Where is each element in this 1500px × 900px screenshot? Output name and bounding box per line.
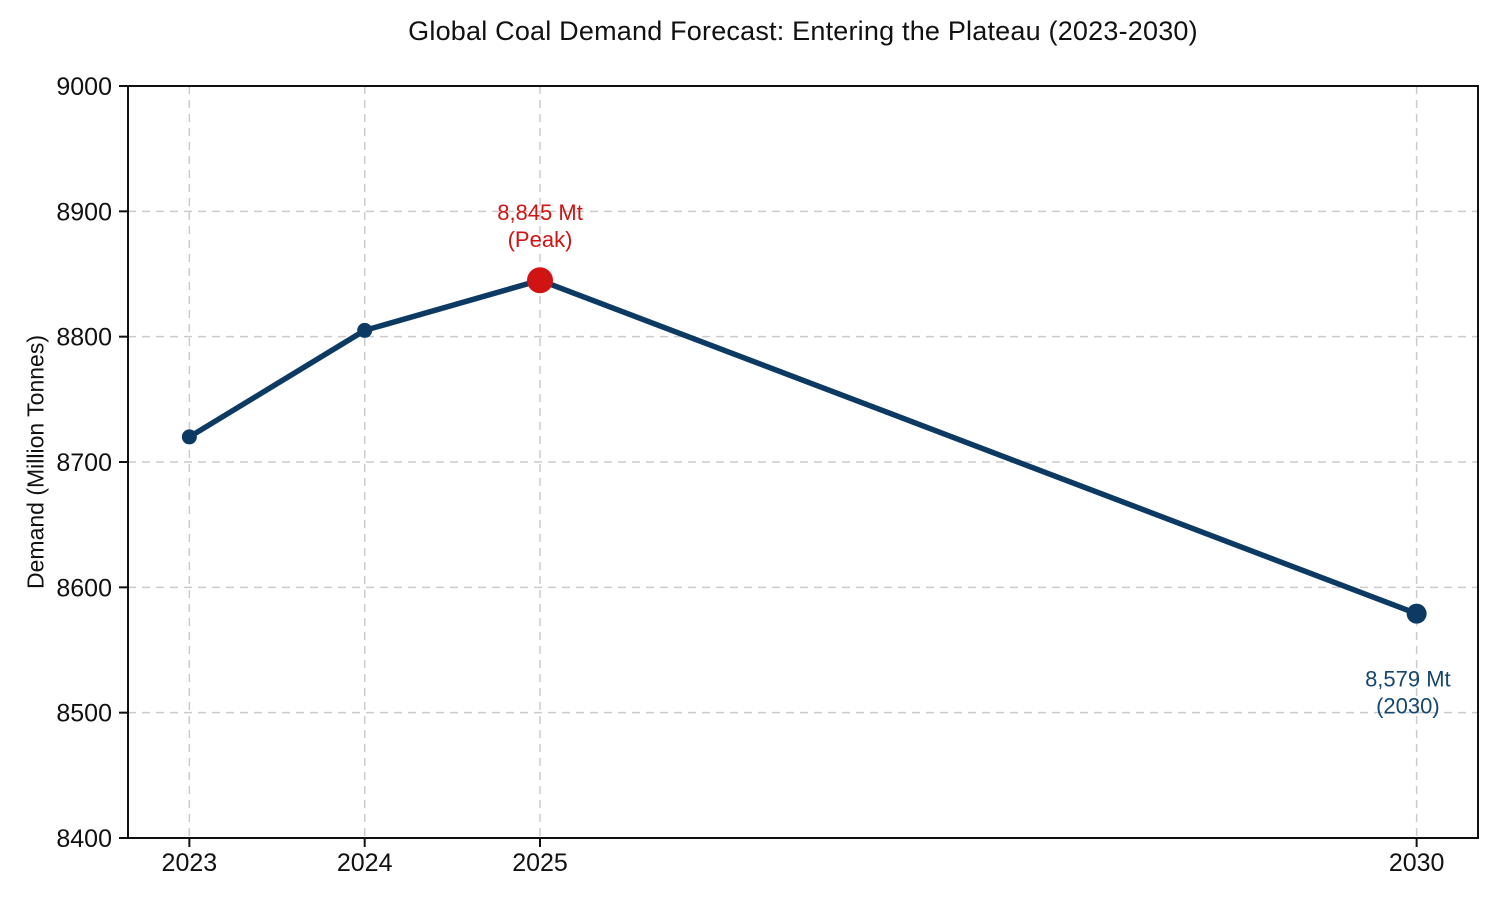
- data-point-2023: [181, 429, 197, 445]
- y-tick-label: 8900: [56, 198, 112, 226]
- y-tick-label: 8400: [56, 825, 112, 853]
- demand-line: [186, 277, 1420, 617]
- x-tick-label: 2023: [162, 849, 218, 877]
- y-tick-label: 8800: [56, 324, 112, 352]
- endpoint-annotation-line-1: 8,579 Mt: [1365, 666, 1451, 691]
- peak-annotation-line-1: 8,845 Mt: [497, 200, 583, 225]
- x-tick-label: 2025: [512, 849, 568, 877]
- y-tick-label: 8700: [56, 449, 112, 477]
- x-tick-label: 2024: [337, 849, 393, 877]
- peak-annotation-line-2: (Peak): [508, 227, 573, 252]
- endpoint-annotation-line-2: (2030): [1376, 693, 1440, 718]
- x-tick-label: 2030: [1389, 849, 1445, 877]
- chart-title: Global Coal Demand Forecast: Entering th…: [408, 16, 1198, 46]
- data-point-2030: [1406, 603, 1427, 624]
- data-point-2024: [357, 322, 373, 338]
- y-tick-label: 8500: [56, 700, 112, 728]
- y-tick-label: 9000: [56, 73, 112, 101]
- y-tick-label: 8600: [56, 574, 112, 602]
- data-point-2025: [527, 267, 554, 294]
